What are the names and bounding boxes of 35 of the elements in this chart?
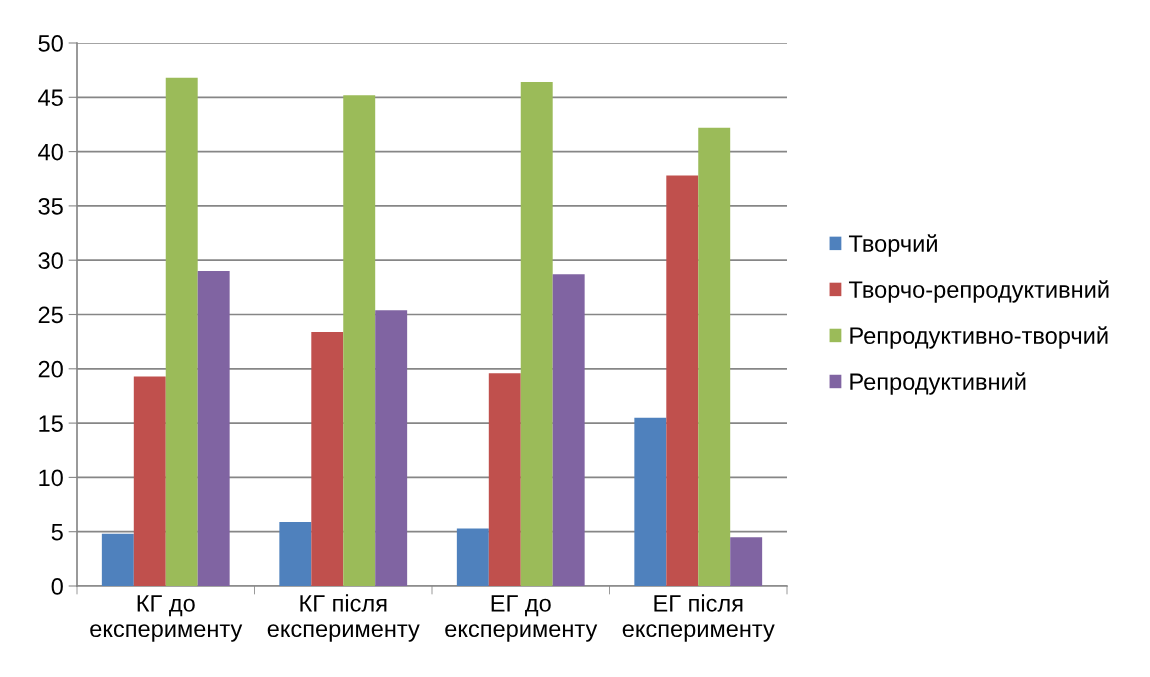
bar [197,271,230,586]
y-tick-label: 20 [38,360,63,378]
y-tick-label: 0 [51,578,63,595]
y-tick-label: 5 [51,524,63,541]
x-tick-label: КГ після експерименту [267,594,420,642]
x-tick-label: ЕГ після експерименту [622,594,775,642]
bar [101,533,134,586]
legend-label: Репродуктивний [850,372,1026,395]
bar [488,373,521,586]
y-tick-label: 35 [38,197,63,215]
legend-label: Творчий [848,234,937,257]
legend-label: Творчо-репродуктивний [848,280,1109,303]
bar [311,331,344,586]
y-tick-label: 50 [38,35,63,52]
y-tick-label: 25 [38,306,63,324]
y-tick-label: 45 [38,89,63,107]
bar [730,537,763,586]
bar [165,77,198,586]
y-tick-label: 40 [38,143,63,161]
bar [375,310,408,586]
y-tick-label: 15 [39,415,63,432]
bar [279,521,312,586]
bar [456,528,489,586]
bar [634,417,667,586]
y-tick-label: 10 [39,469,63,487]
bar [666,175,699,586]
x-tick-label: КГ до експерименту [90,595,243,642]
x-tick-label: ЕГ до експерименту [445,595,598,642]
legend-label: Репродуктивно-творчий [850,326,1108,349]
bar [552,274,585,586]
bar [343,95,376,586]
bar [520,82,553,586]
bar [133,376,166,586]
bar [698,127,731,586]
y-tick-label: 30 [38,252,63,269]
